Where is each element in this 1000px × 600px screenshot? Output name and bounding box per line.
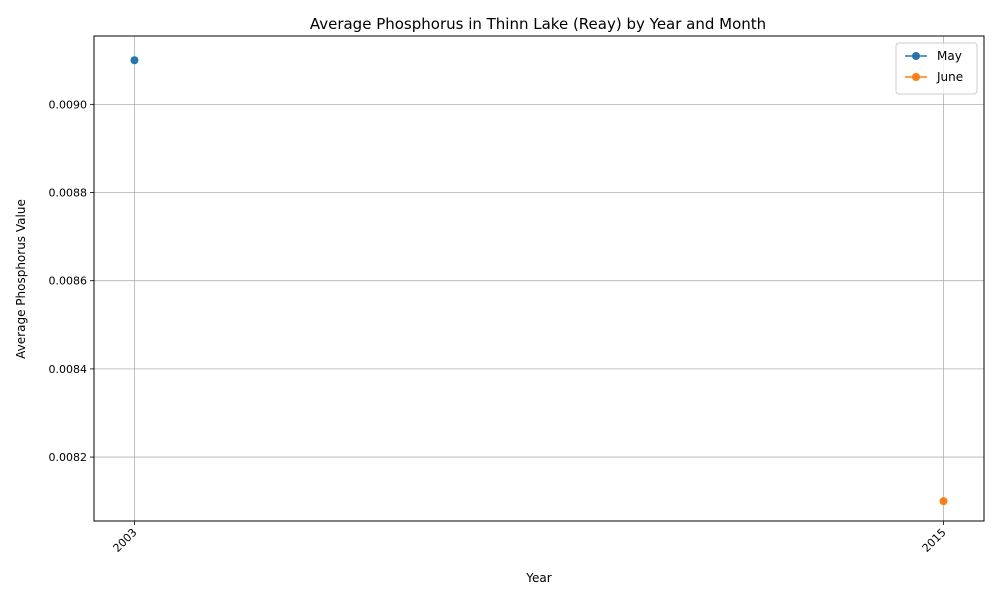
y-gridlines <box>94 103 984 458</box>
x-axis-label: Year <box>525 571 551 585</box>
chart-title: Average Phosphorus in Thinn Lake (Reay) … <box>310 15 766 33</box>
legend-label: May <box>937 49 962 63</box>
y-axis-ticks: 0.0082 0.0084 0.0086 0.0088 0.0090 <box>49 98 94 464</box>
y-tick-label: 0.0084 <box>49 363 88 376</box>
y-tick-label: 0.0088 <box>49 187 88 200</box>
legend-item-may: May <box>905 49 962 63</box>
x-axis-ticks: 2003 2015 <box>111 521 949 555</box>
data-point <box>939 497 948 506</box>
series-june <box>939 497 948 506</box>
legend-item-june: June <box>905 70 963 84</box>
data-point <box>130 56 139 65</box>
y-tick-label: 0.0082 <box>49 451 88 464</box>
x-gridlines <box>134 36 944 521</box>
legend-swatch-marker <box>912 52 920 60</box>
x-tick-label: 2003 <box>111 526 140 555</box>
y-tick-label: 0.0086 <box>49 275 88 288</box>
legend-label: June <box>936 70 963 84</box>
series-may <box>130 56 139 65</box>
series-layer <box>130 56 948 506</box>
x-tick-label: 2015 <box>920 526 949 555</box>
plot-frame <box>93 35 985 522</box>
legend-swatch-marker <box>912 73 920 81</box>
legend: May June <box>895 42 978 95</box>
y-tick-label: 0.0090 <box>49 98 88 111</box>
y-axis-label: Average Phosphorus Value <box>14 199 28 359</box>
